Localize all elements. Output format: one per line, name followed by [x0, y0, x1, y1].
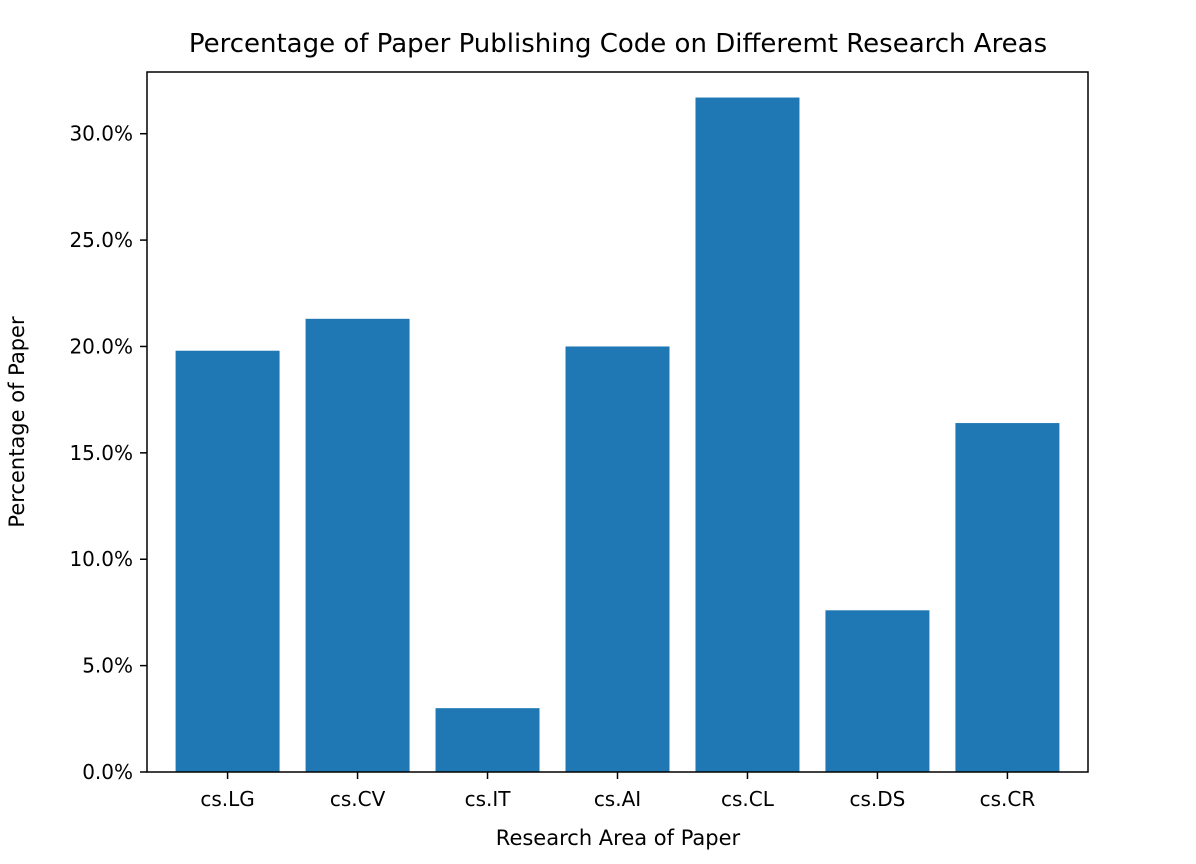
- x-axis-ticks: cs.LG cs.CV cs.IT cs.AI cs.CL cs.DS cs.CR: [200, 772, 1035, 811]
- bar-cs-cl: [695, 97, 800, 772]
- y-tick-label: 15.0%: [69, 441, 133, 465]
- bars-group: [175, 97, 1060, 772]
- chart-title: Percentage of Paper Publishing Code on D…: [189, 29, 1047, 59]
- x-tick-label: cs.CR: [980, 787, 1036, 811]
- bar-cs-ai: [565, 346, 670, 772]
- y-tick-label: 0.0%: [82, 760, 133, 784]
- bar-cs-it: [435, 708, 540, 772]
- x-tick-label: cs.LG: [200, 787, 254, 811]
- y-axis-label: Percentage of Paper: [5, 316, 29, 528]
- x-tick-label: cs.IT: [465, 787, 512, 811]
- y-tick-label: 10.0%: [69, 547, 133, 571]
- x-tick-label: cs.CL: [721, 787, 775, 811]
- y-tick-label: 25.0%: [69, 228, 133, 252]
- x-tick-label: cs.CV: [330, 787, 386, 811]
- plot-frame: [146, 71, 1089, 773]
- y-tick-label: 20.0%: [69, 334, 133, 358]
- y-tick-label: 30.0%: [69, 122, 133, 146]
- bar-cs-cr: [955, 423, 1060, 772]
- bar-cs-ds: [825, 610, 930, 772]
- bar-cs-cv: [305, 318, 410, 772]
- x-axis-label: Research Area of Paper: [496, 826, 741, 850]
- bar-cs-lg: [175, 350, 280, 772]
- x-tick-label: cs.AI: [594, 787, 641, 811]
- y-tick-label: 5.0%: [82, 654, 133, 678]
- x-tick-label: cs.DS: [850, 787, 906, 811]
- y-axis-ticks: 0.0% 5.0% 10.0% 15.0% 20.0% 25.0% 30.0%: [69, 122, 147, 784]
